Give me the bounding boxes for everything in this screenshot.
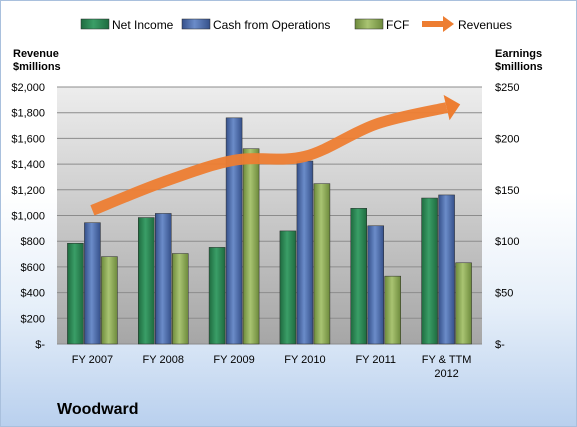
- bar-net-income: [67, 243, 84, 345]
- left-tick-label: $1,800: [11, 108, 45, 120]
- x-tick-label: 2012: [434, 368, 458, 380]
- company-title: Woodward: [57, 401, 138, 418]
- left-axis-title-line2: $millions: [13, 61, 61, 73]
- legend-arrow-revenues: [443, 16, 454, 32]
- legend-swatch-cash-from-operations: [181, 18, 211, 30]
- x-tick-label: FY & TTM: [422, 354, 472, 366]
- x-tick-label: FY 2007: [72, 354, 113, 366]
- right-tick-label: $150: [495, 185, 519, 197]
- bar-net-income: [350, 208, 367, 345]
- legend-label-cash-from-operations: Cash from Operations: [213, 18, 330, 32]
- legend-label-net-income: Net Income: [112, 18, 174, 32]
- revenues-line: [90, 102, 448, 216]
- bar-fcf: [242, 148, 260, 345]
- bar-cash-from-operations: [84, 222, 101, 345]
- x-tick-label: FY 2008: [143, 354, 184, 366]
- left-tick-label: $-: [35, 339, 45, 351]
- bar-cash-from-operations: [225, 117, 243, 345]
- x-tick-label: FY 2009: [213, 354, 254, 366]
- left-tick-label: $800: [21, 236, 45, 248]
- bar-net-income: [421, 197, 438, 345]
- right-tick-label: $250: [495, 82, 519, 94]
- right-tick-label: $200: [495, 133, 519, 145]
- left-tick-label: $1,400: [11, 159, 45, 171]
- x-tick-label: FY 2011: [355, 354, 396, 366]
- left-tick-label: $1,000: [11, 211, 45, 223]
- left-axis-title-line1: Revenue: [13, 48, 59, 60]
- bar-net-income: [138, 217, 155, 345]
- x-tick-label: FY 2010: [284, 354, 325, 366]
- left-tick-label: $600: [21, 262, 45, 274]
- right-tick-label: $50: [495, 288, 513, 300]
- left-tick-label: $1,600: [11, 133, 45, 145]
- bar-fcf: [455, 262, 472, 345]
- bar-cash-from-operations: [155, 213, 172, 345]
- revenues-arrowhead: [443, 94, 461, 121]
- bar-fcf: [313, 183, 331, 345]
- bar-fcf: [101, 256, 118, 345]
- left-tick-label: $200: [21, 313, 45, 325]
- right-tick-label: $-: [495, 339, 505, 351]
- bar-net-income: [208, 247, 226, 345]
- right-tick-label: $100: [495, 236, 519, 248]
- legend-label-fcf: FCF: [386, 18, 409, 32]
- right-axis-title-line2: $millions: [495, 61, 543, 73]
- bar-cash-from-operations: [367, 225, 384, 345]
- bar-net-income: [279, 230, 297, 345]
- left-tick-label: $2,000: [11, 82, 45, 94]
- bar-cash-from-operations: [438, 194, 455, 345]
- bar-fcf: [172, 253, 189, 345]
- left-tick-label: $1,200: [11, 185, 45, 197]
- bar-fcf: [384, 275, 401, 345]
- left-tick-label: $400: [21, 288, 45, 300]
- right-axis-title-line1: Earnings: [495, 48, 542, 60]
- legend-label-revenues: Revenues: [458, 18, 512, 32]
- legend-swatch-net-income: [80, 18, 110, 30]
- legend-swatch-fcf: [354, 18, 384, 30]
- bar-cash-from-operations: [296, 160, 314, 345]
